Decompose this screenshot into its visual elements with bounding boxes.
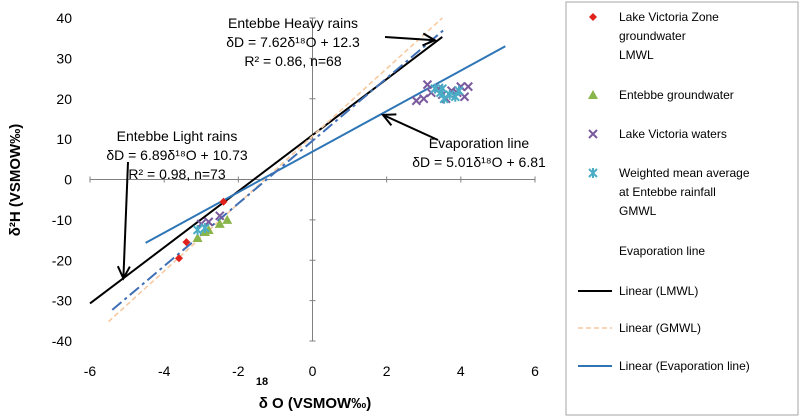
- legend-label: groundwater: [619, 29, 686, 43]
- legend-item-linear-lmwl: Linear (LMWL): [578, 284, 698, 298]
- x-tick-label: -4: [158, 363, 171, 379]
- legend-marker: [588, 168, 598, 178]
- data-point-lake-victoria-zone-groundwater: [175, 254, 183, 263]
- data-point-entebbe-groundwater: [222, 214, 233, 224]
- annotation-text: δD = 7.62δ¹⁸O + 12.3: [226, 34, 360, 50]
- data-point-lake-victoria-waters: [203, 217, 214, 227]
- legend-box: [565, 1, 799, 416]
- y-tick-label: 40: [56, 10, 72, 26]
- x-axis-title-superscript: 18: [256, 376, 268, 388]
- data-point-lake-victoria-waters: [419, 94, 429, 104]
- data-point-weighted-mean-average-at-entebbe-rainfall: [454, 85, 464, 96]
- x-tick-label: -6: [84, 363, 97, 379]
- legend-label: Linear (Evaporation line): [619, 359, 750, 373]
- data-point-lake-victoria-waters: [411, 96, 422, 106]
- y-tick-label: 30: [56, 50, 72, 66]
- data-point-weighted-mean-average-at-entebbe-rainfall: [430, 83, 440, 94]
- x-tick-label: 2: [383, 363, 391, 379]
- annotation-arrow: [122, 161, 129, 279]
- x-tick-label: 6: [531, 363, 539, 379]
- series-line-linear-gmwl: [108, 17, 443, 323]
- data-point-weighted-mean-average-at-entebbe-rainfall: [445, 89, 455, 100]
- data-point-entebbe-groundwater: [214, 218, 225, 228]
- legend-item-lake-victoria-waters: Lake Victoria waters: [588, 127, 727, 141]
- annotation-arrowhead: [380, 113, 397, 126]
- annotations: Entebbe Heavy rains δD = 7.62δ¹⁸O + 12.3 R…: [106, 15, 546, 281]
- x-tick-label: 0: [309, 363, 317, 379]
- data-point-weighted-mean-average-at-entebbe-rainfall: [192, 224, 203, 235]
- y-tick-label: 0: [64, 172, 72, 188]
- legend-label: GMWL: [619, 204, 657, 218]
- data-point-lake-victoria-zone-groundwater: [219, 197, 228, 206]
- data-point-weighted-mean-average-at-entebbe-rainfall: [437, 83, 447, 94]
- legend-marker: [588, 129, 598, 139]
- legend-label: Entebbe groundwater: [619, 88, 734, 102]
- y-tick-label: 20: [56, 91, 72, 107]
- legend-marker: [589, 13, 597, 21]
- legend-label: Lake Victoria waters: [619, 127, 727, 141]
- legend-label: Evaporation line: [619, 244, 705, 258]
- annotation-arrowhead: [116, 265, 131, 281]
- data-point-lake-victoria-waters: [463, 81, 473, 92]
- x-axis-title: δ O (VSMOW‰): [259, 395, 371, 412]
- annotation-text: R² = 0.98, n=73: [128, 166, 226, 182]
- annotation-arrow: [384, 36, 435, 42]
- legend-item-lake-victoria-zone-groundwater: Lake Victoria Zone groundwater: [589, 10, 719, 43]
- data-point-weighted-mean-average-at-entebbe-rainfall: [200, 222, 210, 233]
- legend-item-entebbe-groundwater: Entebbe groundwater: [588, 88, 734, 102]
- annotation-text: Entebbe Heavy rains: [228, 15, 358, 31]
- annotation-text: Entebbe Light rains: [117, 128, 238, 144]
- legend-label: Linear (GMWL): [619, 321, 701, 335]
- annotation-arrowhead: [422, 32, 438, 47]
- x-tick-label: 4: [457, 363, 465, 379]
- annotation-text: R² = 0.86, n=68: [244, 53, 342, 69]
- y-tick-label: -40: [52, 333, 72, 349]
- legend-label: LMWL: [619, 48, 654, 62]
- data-point-lake-victoria-waters: [215, 211, 225, 221]
- annotation-arrow: [382, 113, 439, 141]
- annotation-light: Entebbe Light rains δD = 6.89δ¹⁸O + 10.73…: [106, 128, 248, 281]
- data-point-lake-victoria-waters: [422, 79, 433, 90]
- series-line-linear-evaporation-line: [145, 45, 506, 244]
- legend-label: Lake Victoria Zone: [619, 10, 719, 24]
- legend-marker: [588, 90, 598, 99]
- y-tick-label: -20: [52, 252, 72, 268]
- annotation-text: Evaporation line: [429, 135, 530, 151]
- annotation-heavy: Entebbe Heavy rains δD = 7.62δ¹⁸O + 12.3 R…: [226, 15, 438, 69]
- data-point-entebbe-groundwater: [192, 233, 203, 243]
- legend-item-lmwl: LMWL: [619, 48, 654, 62]
- legend-item-gmwl: GMWL: [619, 204, 657, 218]
- y-tick-label: -30: [52, 293, 72, 309]
- x-tick-label: -2: [232, 363, 245, 379]
- y-tick-label: 10: [56, 131, 72, 147]
- y-axis-title: δ²H (VSMOW‰): [7, 124, 24, 236]
- series-line-fit: [111, 27, 447, 311]
- annotation-text: δD = 5.01δ¹⁸O + 6.81: [412, 154, 546, 170]
- legend-item-evaporation-line: Evaporation line: [619, 244, 705, 258]
- legend-label: at Entebbe rainfall: [619, 185, 716, 199]
- legend-label: Linear (LMWL): [619, 284, 698, 298]
- legend-item-linear-evaporation-line: Linear (Evaporation line): [578, 359, 750, 373]
- legend: Lake Victoria Zone groundwater LMWL Entebbe…: [565, 1, 799, 416]
- legend-item-linear-gmwl: Linear (GMWL): [578, 321, 701, 335]
- data-point-weighted-mean-average-at-entebbe-rainfall: [439, 93, 449, 104]
- annotation-evap: Evaporation line δD = 5.01δ¹⁸O + 6.81: [380, 113, 546, 170]
- data-point-lake-victoria-zone-groundwater: [182, 238, 191, 247]
- legend-label: Weighted mean average: [619, 166, 750, 180]
- legend-item-weighted-mean-average-at-entebbe-rainfall: Weighted mean average at Entebbe rainfall: [588, 166, 750, 199]
- y-tick-label: -10: [52, 212, 72, 228]
- annotation-text: δD = 6.89δ¹⁸O + 10.73: [106, 147, 248, 163]
